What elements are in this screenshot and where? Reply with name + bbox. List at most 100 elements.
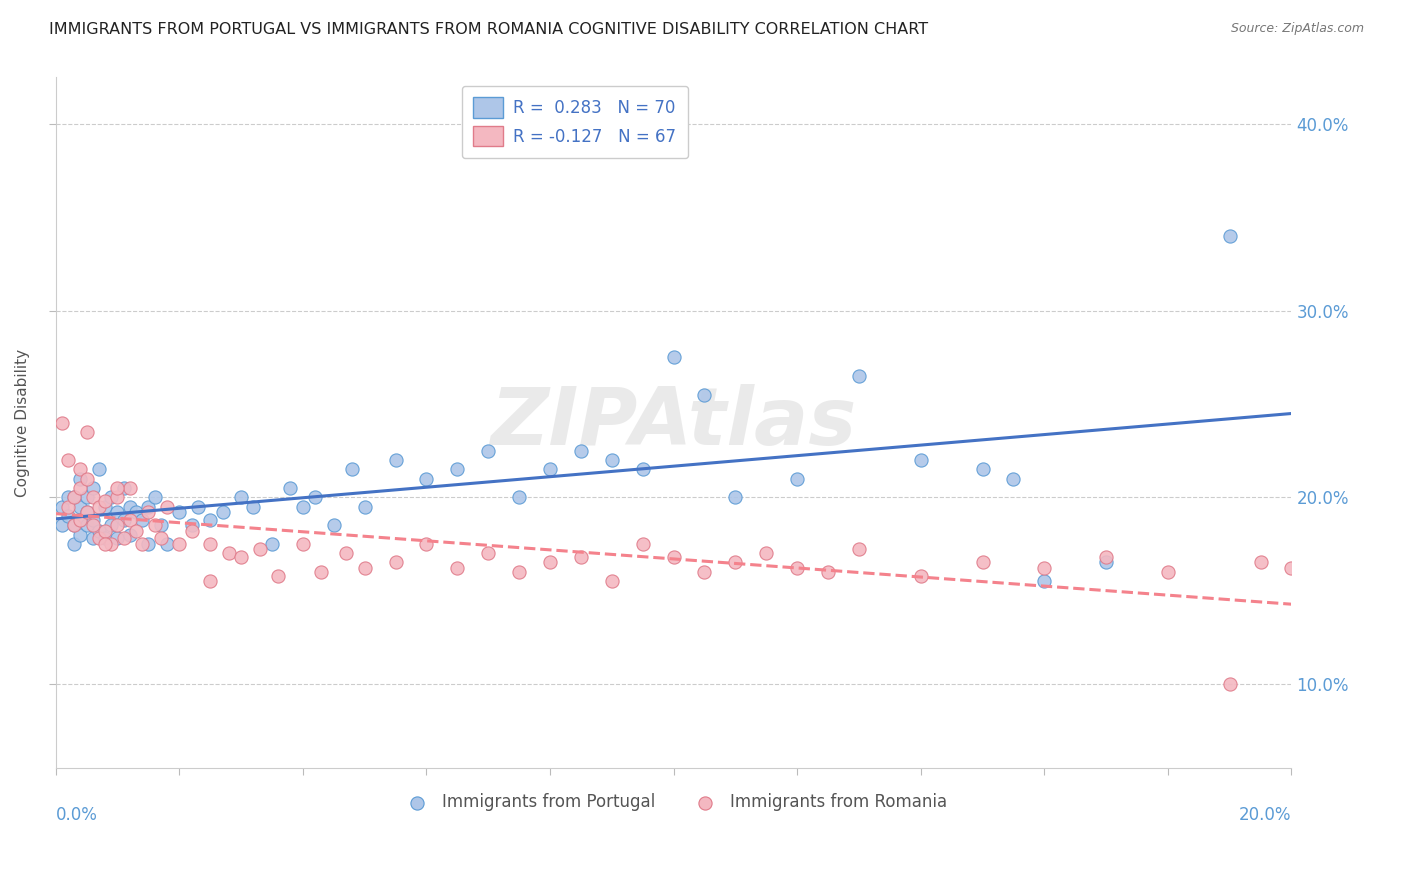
Point [1002,471,1025,485]
Point [291,500,314,514]
Point [112,512,135,526]
Point [910,453,932,467]
Point [82,518,104,533]
Point [1157,565,1180,579]
Point [662,351,685,365]
Point [76,518,98,533]
Point [94,537,117,551]
Point [848,368,870,383]
Point [817,565,839,579]
Point [69,481,91,495]
Point [335,546,357,560]
Point [76,471,98,485]
Point [508,565,530,579]
Point [76,490,98,504]
Point [187,500,209,514]
Point [82,490,104,504]
Point [51,500,73,514]
Point [198,537,221,551]
Legend: Immigrants from Portugal, Immigrants from Romania: Immigrants from Portugal, Immigrants fro… [394,787,953,818]
Point [446,462,468,476]
Point [384,453,406,467]
Point [100,518,122,533]
Point [156,500,179,514]
Point [229,490,252,504]
Point [138,500,160,514]
Point [1281,561,1303,575]
Text: IMMIGRANTS FROM PORTUGAL VS IMMIGRANTS FROM ROMANIA COGNITIVE DISABILITY CORRELA: IMMIGRANTS FROM PORTUGAL VS IMMIGRANTS F… [49,22,928,37]
Point [107,518,129,533]
Point [56,508,79,523]
Point [198,512,221,526]
Point [82,512,104,526]
Point [1095,556,1118,570]
Point [1095,549,1118,564]
Point [169,537,191,551]
Point [63,518,86,533]
Point [342,462,364,476]
Point [138,505,160,519]
Point [693,387,716,401]
Point [569,443,592,458]
Point [112,481,135,495]
Y-axis label: Cognitive Disability: Cognitive Disability [15,349,30,497]
Point [311,565,333,579]
Point [118,527,141,541]
Point [304,490,326,504]
Point [63,518,86,533]
Point [107,505,129,519]
Point [107,490,129,504]
Text: Source: ZipAtlas.com: Source: ZipAtlas.com [1230,22,1364,36]
Point [131,537,153,551]
Point [143,518,166,533]
Point [724,556,747,570]
Point [786,561,808,575]
Text: 0.0%: 0.0% [56,805,97,823]
Point [63,490,86,504]
Point [76,505,98,519]
Point [267,568,290,582]
Point [662,549,685,564]
Point [755,546,778,560]
Point [446,561,468,575]
Point [693,565,716,579]
Point [415,471,437,485]
Text: ZIPAtlas: ZIPAtlas [491,384,856,461]
Point [180,524,202,538]
Point [87,531,110,545]
Point [118,481,141,495]
Point [169,505,191,519]
Point [1033,574,1056,589]
Point [131,512,153,526]
Point [107,481,129,495]
Point [508,490,530,504]
Point [972,462,994,476]
Point [125,505,148,519]
Point [82,481,104,495]
Point [631,462,654,476]
Point [211,505,233,519]
Point [94,500,117,514]
Point [69,512,91,526]
Point [107,531,129,545]
Point [631,537,654,551]
Point [94,524,117,538]
Point [51,518,73,533]
Point [538,462,561,476]
Point [118,500,141,514]
Point [56,490,79,504]
Point [322,518,344,533]
Point [1219,677,1241,691]
Point [56,500,79,514]
Point [63,537,86,551]
Point [69,471,91,485]
Point [100,537,122,551]
Point [94,531,117,545]
Point [76,425,98,439]
Point [69,462,91,476]
Point [94,494,117,508]
Point [69,500,91,514]
Point [972,556,994,570]
Point [149,531,172,545]
Point [180,518,202,533]
